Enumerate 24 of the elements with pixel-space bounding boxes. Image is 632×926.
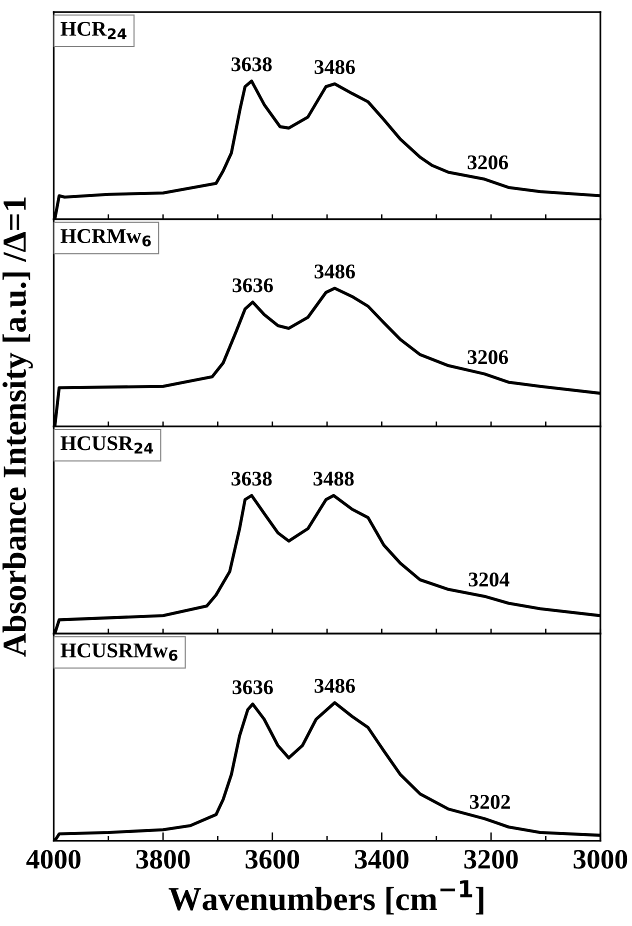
- x-tick-label: 3600: [246, 850, 300, 869]
- annotation: 3204: [468, 572, 510, 587]
- x-tick-label: 3800: [136, 850, 190, 869]
- annotation: 3636: [232, 680, 273, 694]
- x-tick-label: 3200: [464, 850, 518, 869]
- x-axis-title: Wavenumbers [cm$^{−1}$]: [168, 880, 484, 914]
- x-tick-label: 3400: [354, 850, 408, 869]
- annotation: 3636: [232, 278, 273, 292]
- annotation: 3202: [470, 794, 510, 809]
- x-tick-label: 4000: [26, 850, 80, 869]
- chart-title: HCUSRMw$_{6}$: [60, 643, 178, 661]
- y-axis-title: Absorbance Intensity [a.u.] /Δ=1: [2, 198, 33, 657]
- chart-title: HCRMw$_{6}$: [60, 229, 151, 246]
- chart-title: HCR$_{24}$: [60, 22, 126, 40]
- annotation: 3638: [232, 57, 272, 72]
- annotation: 3638: [232, 472, 272, 486]
- annotation: 3486: [314, 678, 355, 693]
- chart-title: HCUSR$_{24}$: [60, 436, 154, 454]
- annotation: 3488: [314, 472, 354, 486]
- annotation: 3206: [468, 155, 508, 170]
- annotation: 3206: [468, 350, 508, 364]
- annotation: 3486: [314, 264, 355, 279]
- annotation: 3486: [314, 60, 355, 74]
- x-tick-label: 3000: [574, 850, 628, 869]
